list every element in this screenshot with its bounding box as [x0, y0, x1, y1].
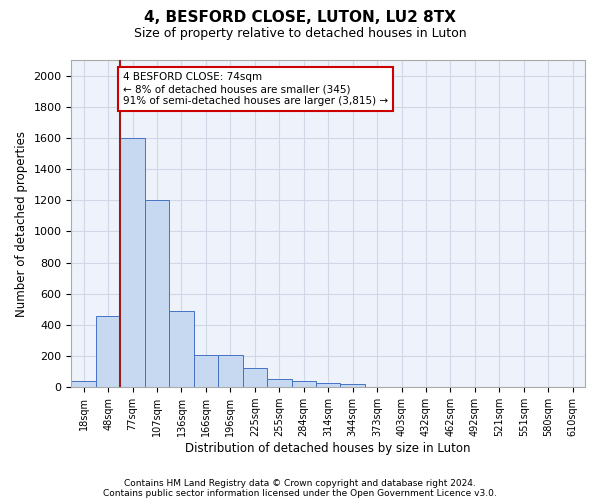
Bar [218, 354, 242, 387]
Bar [96, 316, 121, 387]
X-axis label: Distribution of detached houses by size in Luton: Distribution of detached houses by size … [185, 442, 471, 455]
Y-axis label: Number of detached properties: Number of detached properties [15, 130, 28, 316]
Text: 4 BESFORD CLOSE: 74sqm
← 8% of detached houses are smaller (345)
91% of semi-det: 4 BESFORD CLOSE: 74sqm ← 8% of detached … [123, 72, 388, 106]
Bar [145, 200, 169, 387]
Bar [292, 381, 316, 387]
Text: Size of property relative to detached houses in Luton: Size of property relative to detached ho… [134, 28, 466, 40]
Text: Contains HM Land Registry data © Crown copyright and database right 2024.: Contains HM Land Registry data © Crown c… [124, 478, 476, 488]
Bar [242, 368, 267, 387]
Bar [340, 384, 365, 387]
Bar [267, 380, 292, 387]
Text: Contains public sector information licensed under the Open Government Licence v3: Contains public sector information licen… [103, 488, 497, 498]
Text: 4, BESFORD CLOSE, LUTON, LU2 8TX: 4, BESFORD CLOSE, LUTON, LU2 8TX [144, 10, 456, 25]
Bar [121, 138, 145, 387]
Bar [169, 311, 194, 387]
Bar [194, 354, 218, 387]
Bar [316, 384, 340, 387]
Bar [71, 381, 96, 387]
